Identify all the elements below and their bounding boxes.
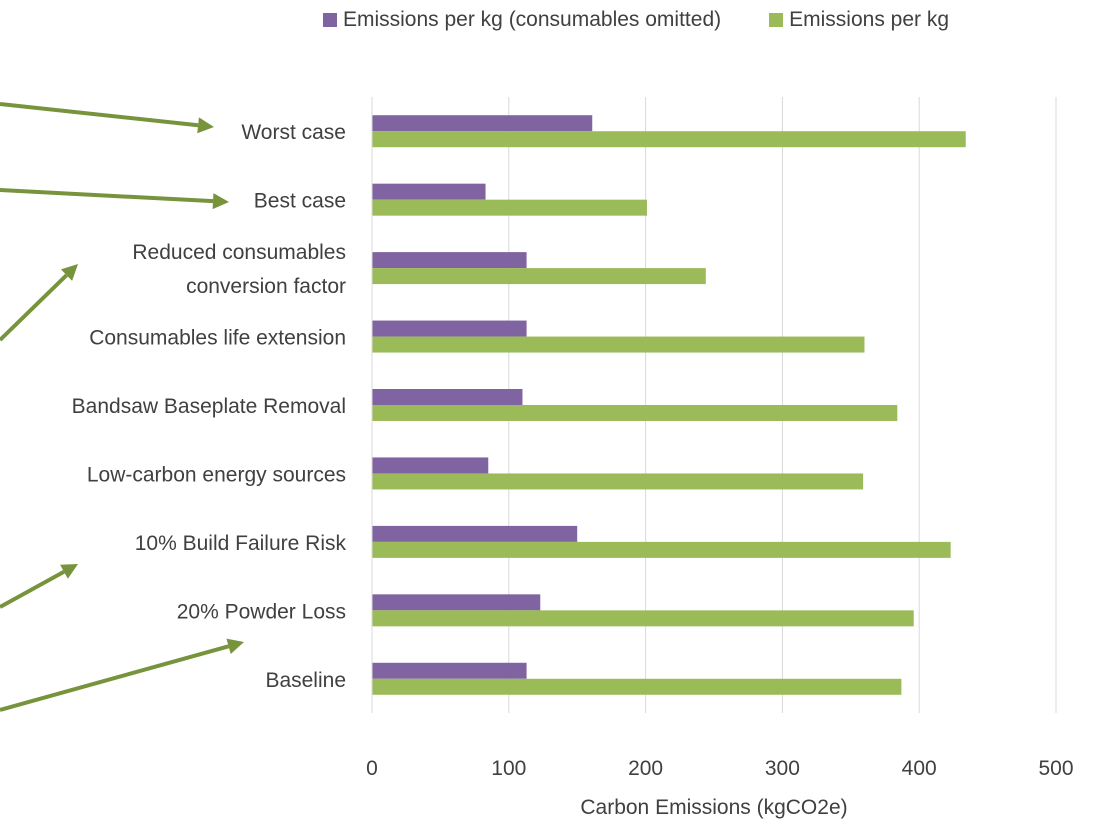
- x-axis-title: Carbon Emissions (kgCO2e): [580, 796, 847, 819]
- x-tick-label-500: 500: [1038, 757, 1073, 780]
- category-label-8: Baseline: [265, 669, 346, 692]
- bar-emissions-5: [372, 473, 864, 490]
- bar-emissions-3: [372, 336, 865, 353]
- bar-emissions-4: [372, 405, 898, 421]
- bar-emissions-7: [372, 610, 914, 627]
- bar-emissions-0: [372, 131, 966, 148]
- bar-emissions-6: [372, 541, 951, 558]
- category-label-5: Low-carbon energy sources: [87, 463, 346, 486]
- category-label-2-line-1: conversion factor: [186, 275, 346, 298]
- category-label-0: Worst case: [241, 121, 346, 144]
- annotation-arrow-0: [0, 102, 199, 128]
- category-label-4: Bandsaw Baseplate Removal: [72, 395, 346, 418]
- annotation-arrow-3: [0, 569, 65, 609]
- legend-label-series-2: Emissions per kg: [789, 8, 950, 31]
- x-tick-label-100: 100: [491, 757, 526, 780]
- x-tick-label-200: 200: [628, 757, 663, 780]
- bar-consumables-omitted-0: [372, 115, 593, 132]
- bar-consumables-omitted-8: [372, 662, 527, 679]
- category-label-7: 20% Powder Loss: [177, 600, 346, 623]
- legend-item-series-2: Emissions per kg: [769, 8, 949, 32]
- bar-emissions-8: [372, 678, 902, 695]
- bar-consumables-omitted-6: [372, 525, 578, 542]
- legend-item-series-1: Emissions per kg (consumables omitted): [322, 8, 722, 32]
- annotation-arrowhead-2: [60, 264, 78, 281]
- annotation-arrowhead-0: [197, 117, 214, 134]
- chart-legend: Emissions per kg (consumables omitted) E…: [0, 8, 1102, 32]
- bar-consumables-omitted-1: [372, 183, 486, 200]
- annotation-arrowhead-4: [226, 638, 244, 655]
- bar-consumables-omitted-5: [372, 457, 489, 474]
- legend-label-series-1: Emissions per kg (consumables omitted): [342, 8, 722, 31]
- annotation-arrow-2: [0, 273, 68, 342]
- bar-consumables-omitted-4: [372, 389, 523, 405]
- x-tick-label-400: 400: [902, 757, 937, 780]
- bar-consumables-omitted-2: [372, 252, 527, 269]
- bar-consumables-omitted-7: [372, 594, 541, 611]
- category-label-1: Best case: [254, 190, 346, 213]
- annotation-arrow-4: [0, 644, 230, 712]
- legend-swatch-series-2: [769, 13, 784, 27]
- legend-swatch-series-1: [322, 13, 337, 27]
- bar-emissions-1: [372, 199, 647, 216]
- x-tick-label-0: 0: [366, 757, 378, 780]
- category-label-6: 10% Build Failure Risk: [135, 532, 347, 555]
- bar-emissions-2: [372, 268, 706, 285]
- annotation-arrow-1: [0, 188, 214, 204]
- category-label-2-line-0: Reduced consumables: [132, 241, 346, 264]
- annotation-arrowhead-1: [212, 193, 229, 210]
- annotation-arrowhead-3: [60, 564, 78, 579]
- x-tick-label-300: 300: [765, 757, 800, 780]
- category-label-3: Consumables life extension: [89, 327, 346, 350]
- bar-consumables-omitted-3: [372, 320, 527, 337]
